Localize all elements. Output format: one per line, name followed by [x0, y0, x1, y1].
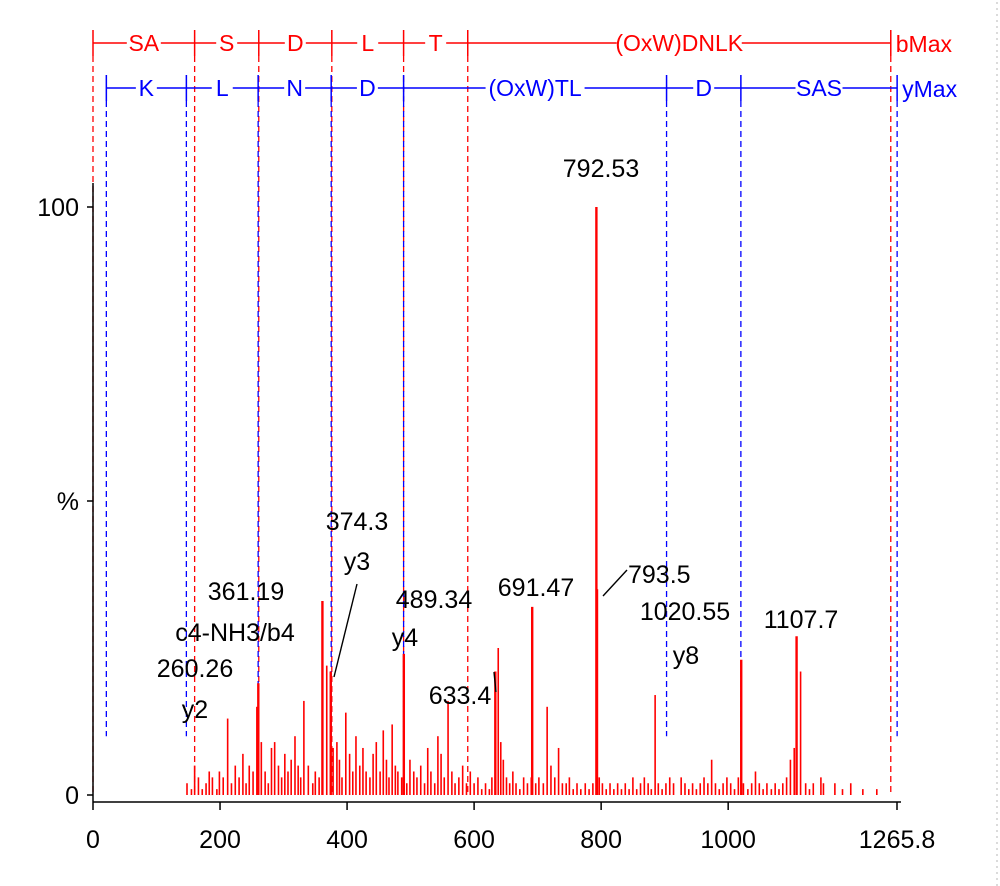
b-ladder-label-bg — [126, 31, 161, 55]
b-ladder-label-bg — [216, 31, 238, 55]
y-tick-label: 100 — [37, 194, 79, 222]
b-ladder-label-bg — [425, 31, 447, 55]
y-ladder-end-label: yMax — [902, 76, 957, 102]
y-ladder-residue-label: L — [216, 75, 229, 101]
y-ladder-end-bg — [901, 75, 984, 101]
peak-label: 361.19 — [208, 578, 284, 606]
peak-label: c4-NH3/b4 — [175, 619, 295, 647]
peak-label: 691.47 — [498, 574, 574, 602]
label-leader — [333, 583, 358, 678]
y-tick-label: % — [57, 488, 79, 516]
b-ladder-residue-label: SA — [128, 30, 159, 56]
y-ladder-residue-label: D — [695, 75, 712, 101]
y-ladder-label-bg — [356, 76, 378, 100]
peak-label: y2 — [182, 696, 208, 724]
b-ion-ladder: SA S D L T (OxW)DNLK bMax — [92, 30, 977, 795]
y-ladder-residue-label: D — [359, 75, 376, 101]
peak-series — [186, 207, 878, 795]
y-ladder-residue-label: SAS — [796, 75, 842, 101]
x-tick-label: 600 — [453, 826, 495, 854]
b-ladder-label-bg — [284, 31, 306, 55]
label-leader — [493, 671, 497, 693]
x-tick-label: 800 — [580, 826, 622, 854]
y-ladder-label-bg — [485, 76, 585, 100]
y-ladder-label-bg — [135, 76, 157, 100]
peak-label: 633.4 — [429, 682, 492, 710]
x-tick-label: 400 — [326, 826, 368, 854]
x-tick-label: 200 — [199, 826, 241, 854]
b-ladder-residue-label: (OxW)DNLK — [615, 30, 743, 56]
peak-label: 1020.55 — [640, 598, 730, 626]
y-ladder-residue-label: K — [139, 75, 155, 101]
b-ladder-residue-label: D — [287, 30, 304, 56]
b-ladder-end-label: bMax — [896, 31, 953, 57]
y-ladder-label-bg — [693, 76, 715, 100]
x-tick-label: 0 — [86, 826, 100, 854]
y-ladder-label-bg — [284, 76, 306, 100]
y-ladder-label-bg — [795, 76, 843, 100]
peak-label: 793.5 — [628, 561, 691, 589]
b-ladder-label-bg — [357, 31, 379, 55]
scrollbar-dots — [994, 0, 1000, 886]
peak-label: 792.53 — [563, 155, 639, 183]
y-ladder-label-bg — [211, 76, 233, 100]
b-ladder-end-bg — [894, 30, 977, 56]
peak-label: 1107.7 — [764, 606, 839, 634]
b-ladder-residue-label: L — [361, 30, 374, 56]
peak-label: 260.26 — [157, 655, 233, 683]
label-leader — [602, 569, 628, 597]
b-ladder-residue-label: T — [429, 30, 443, 56]
chart-axes: 0 200 400 600 800 1000 1265.8 0% 100 — [37, 183, 935, 854]
y-ion-ladder: K L N D (OxW)TL D SAS yMax — [105, 75, 984, 737]
peak-label: y3 — [344, 548, 370, 576]
x-tick-label: 1265.8 — [859, 826, 935, 854]
y-ladder-residue-label: (OxW)TL — [488, 75, 581, 101]
peak-annotations: 260.26 y2 361.19 c4-NH3/b4 374.3 y3 489.34 y4 63… — [157, 155, 839, 724]
peak-label: y4 — [392, 624, 419, 652]
b-ladder-label-bg — [616, 31, 742, 55]
y-tick-label: 0 — [65, 782, 79, 810]
peak-label: y8 — [673, 642, 699, 670]
b-ladder-residue-label: S — [219, 30, 234, 56]
peak-label: 489.34 — [396, 586, 473, 614]
y-ladder-residue-label: N — [286, 75, 303, 101]
x-tick-label: 1000 — [700, 826, 756, 854]
peak-label: 374.3 — [326, 508, 389, 536]
